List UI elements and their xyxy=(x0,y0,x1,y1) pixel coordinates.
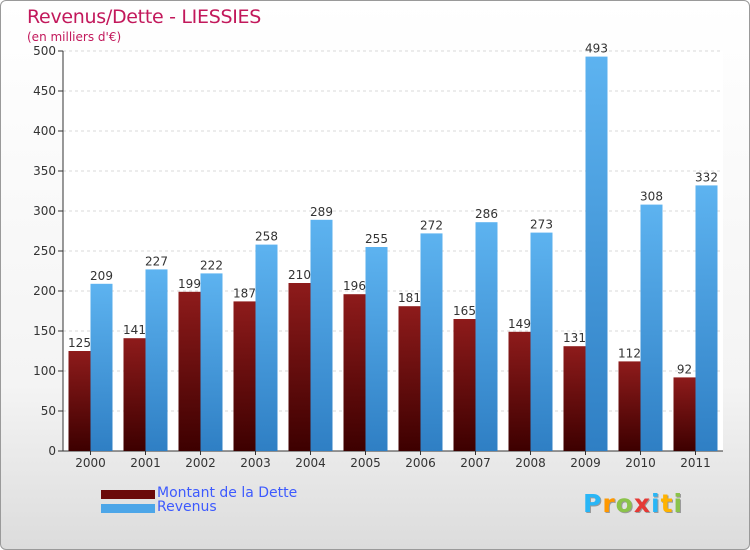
data-label-debt: 210 xyxy=(288,268,311,282)
bar-debt xyxy=(453,319,476,451)
bar-debt xyxy=(508,331,531,451)
data-label-debt: 141 xyxy=(123,323,146,337)
bar-revenus xyxy=(420,233,443,451)
bar-revenus xyxy=(365,247,388,451)
proxiti-logo: Proxiti xyxy=(583,489,683,518)
legend-label-debt: Montant de la Dette xyxy=(157,485,298,501)
bar-revenus xyxy=(90,283,113,451)
logo-letter: i xyxy=(673,489,684,518)
bar-revenus xyxy=(530,232,553,451)
chart-subtitle: (en milliers d'€) xyxy=(27,30,122,44)
bar-revenus xyxy=(695,185,718,451)
logo-letter: o xyxy=(615,489,634,518)
data-label-revenus: 258 xyxy=(255,230,278,244)
logo-letter: i xyxy=(651,489,661,518)
x-tick-label: 2000 xyxy=(75,456,106,470)
data-label-revenus: 227 xyxy=(145,254,168,268)
bar-revenus xyxy=(200,273,223,451)
logo-letter: P xyxy=(583,489,603,518)
bar-debt xyxy=(398,306,421,451)
bar-debt xyxy=(673,377,696,451)
bar-debt xyxy=(123,338,146,451)
bar-revenus xyxy=(145,269,168,451)
y-tick-label: 400 xyxy=(33,124,56,138)
data-label-revenus: 286 xyxy=(475,207,498,221)
bar-debt xyxy=(178,291,201,451)
y-tick-label: 500 xyxy=(33,44,56,58)
logo-letter: x xyxy=(633,489,651,518)
bar-revenus xyxy=(585,56,608,451)
logo-letter: t xyxy=(660,489,674,518)
bar-debt xyxy=(68,351,91,451)
data-label-debt: 196 xyxy=(343,279,366,293)
chart-title: Revenus/Dette - LIESSIES xyxy=(27,6,261,28)
data-label-debt: 112 xyxy=(618,346,641,360)
legend-swatch-revenus xyxy=(101,504,155,513)
bar-debt xyxy=(343,294,366,451)
data-label-revenus: 255 xyxy=(365,232,388,246)
data-label-debt: 165 xyxy=(453,304,476,318)
y-tick-label: 50 xyxy=(41,404,56,418)
bar-revenus xyxy=(475,222,498,451)
x-tick-label: 2011 xyxy=(680,456,711,470)
x-tick-label: 2003 xyxy=(240,456,271,470)
y-tick-label: 350 xyxy=(33,164,56,178)
bar-debt xyxy=(288,283,311,451)
bar-revenus xyxy=(640,204,663,451)
data-label-revenus: 332 xyxy=(695,170,718,184)
x-tick-label: 2006 xyxy=(405,456,436,470)
data-label-debt: 149 xyxy=(508,317,531,331)
y-tick-label: 450 xyxy=(33,84,56,98)
data-label-revenus: 209 xyxy=(90,269,113,283)
bar-debt xyxy=(563,346,586,451)
y-tick-label: 100 xyxy=(33,364,56,378)
x-tick-label: 2005 xyxy=(350,456,381,470)
data-label-revenus: 493 xyxy=(585,42,608,56)
logo-letter: r xyxy=(602,489,616,518)
legend-label-revenus: Revenus xyxy=(157,499,217,515)
data-label-debt: 181 xyxy=(398,291,421,305)
data-label-revenus: 222 xyxy=(200,258,223,272)
data-label-revenus: 273 xyxy=(530,218,553,232)
x-tick-label: 2008 xyxy=(515,456,546,470)
x-tick-label: 2010 xyxy=(625,456,656,470)
x-tick-label: 2001 xyxy=(130,456,161,470)
bar-revenus xyxy=(310,219,333,451)
data-label-debt: 131 xyxy=(563,331,586,345)
data-label-debt: 187 xyxy=(233,286,256,300)
y-tick-label: 0 xyxy=(48,444,56,458)
y-tick-label: 250 xyxy=(33,244,56,258)
x-tick-label: 2009 xyxy=(570,456,601,470)
data-label-revenus: 289 xyxy=(310,205,333,219)
data-label-revenus: 308 xyxy=(640,190,663,204)
data-label-revenus: 272 xyxy=(420,218,443,232)
y-tick-label: 150 xyxy=(33,324,56,338)
bar-debt xyxy=(618,361,641,451)
x-tick-label: 2002 xyxy=(185,456,216,470)
bar-revenus xyxy=(255,244,278,451)
bar-debt xyxy=(233,301,256,451)
x-tick-label: 2004 xyxy=(295,456,326,470)
legend-swatch-debt xyxy=(101,490,155,499)
x-tick-label: 2007 xyxy=(460,456,491,470)
data-label-debt: 92 xyxy=(677,362,692,376)
data-label-debt: 199 xyxy=(178,277,201,291)
y-tick-label: 200 xyxy=(33,284,56,298)
data-label-debt: 125 xyxy=(68,336,91,350)
y-tick-label: 300 xyxy=(33,204,56,218)
